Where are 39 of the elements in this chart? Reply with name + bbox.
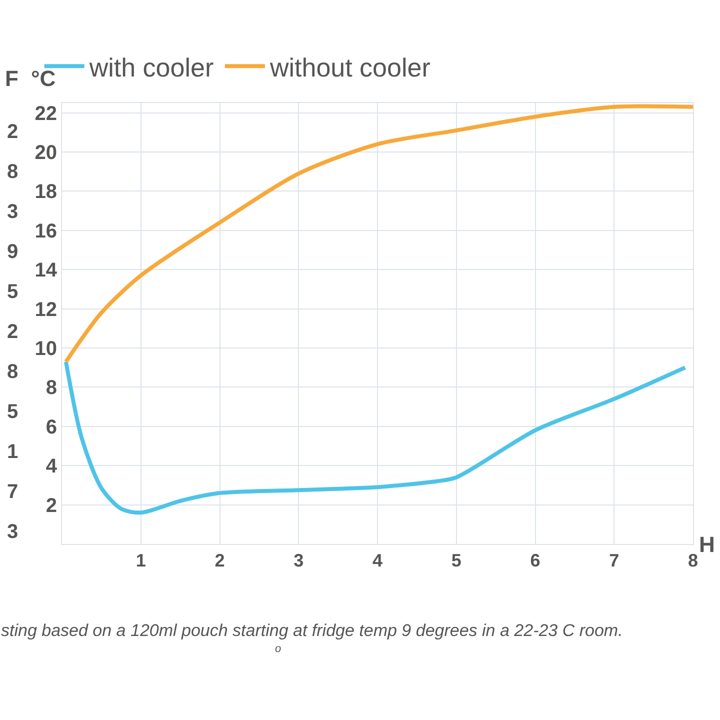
text: o [275, 643, 282, 655]
y-tick-label: 8 [46, 377, 58, 400]
text: 8 [7, 361, 18, 383]
text: 5 [7, 401, 18, 423]
y-tick-label: 4 [46, 456, 58, 478]
line-series [64, 104, 693, 364]
y-tick-label: 16 [34, 220, 58, 242]
text: 1 [7, 441, 18, 463]
x-tick-label: 5 [451, 550, 462, 571]
x-tick-label: 8 [688, 550, 698, 571]
line-series [64, 360, 688, 515]
text: sting based on a 120ml pouch starting at fridge temp 9 degrees in a 22-23 C room. [1, 621, 623, 640]
y-tick-label: 14 [34, 260, 58, 282]
x-tick-label: 4 [372, 550, 383, 571]
y-tick-label: 22 [34, 102, 58, 125]
x-tick-label: 6 [530, 550, 540, 571]
x-tick-label: 2 [214, 550, 225, 571]
x-tick-label: 1 [136, 550, 146, 571]
x-axis-title: H [699, 532, 715, 557]
text: 2 [7, 121, 18, 143]
text: 3 [7, 201, 18, 223]
y-tick-label: 6 [46, 416, 58, 438]
text: 8 [7, 161, 18, 183]
legend-label: with cooler [88, 52, 214, 82]
text: 9 [7, 241, 18, 263]
legend-label: without cooler [268, 52, 431, 82]
x-tick-label: 7 [609, 550, 620, 571]
text: 3 [7, 521, 18, 543]
y-tick-label: 10 [34, 338, 58, 360]
y-tick-label: 2 [46, 494, 58, 517]
text: 7 [7, 481, 18, 503]
text: 2 [7, 321, 18, 343]
y2-axis-title: F [5, 66, 18, 91]
x-tick-label: 3 [294, 550, 304, 571]
y-axis-title: °C [31, 66, 56, 91]
text: 5 [7, 281, 18, 303]
y-tick-label: 20 [34, 142, 58, 164]
y-tick-label: 18 [34, 181, 58, 204]
y-tick-label: 12 [34, 298, 58, 321]
